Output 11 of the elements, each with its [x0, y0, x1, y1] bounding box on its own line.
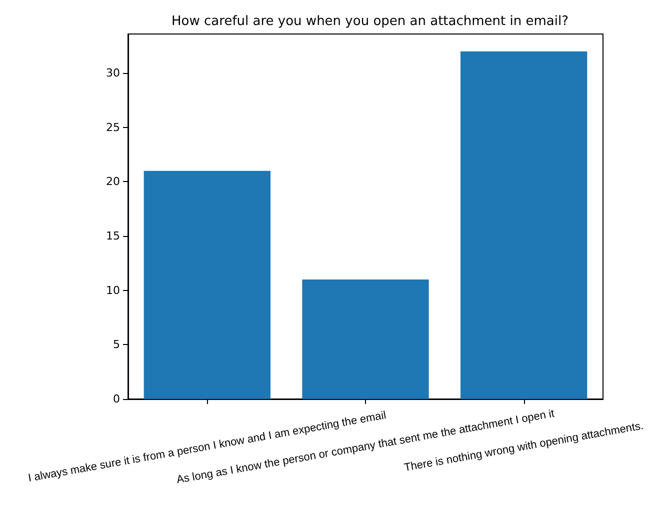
- y-tick-label: 0: [113, 392, 120, 406]
- bar: [144, 170, 270, 399]
- bar: [460, 51, 588, 399]
- y-tick-label: 20: [106, 175, 120, 188]
- y-tick-label: 30: [106, 66, 120, 80]
- chart-title: How careful are you when you open an attachment in email?: [172, 14, 568, 29]
- y-tick-label: 25: [106, 120, 120, 134]
- y-tick-label: 15: [106, 230, 120, 243]
- y-tick-label: 10: [106, 284, 120, 297]
- bar: [302, 280, 429, 399]
- y-tick-label: 5: [113, 338, 120, 352]
